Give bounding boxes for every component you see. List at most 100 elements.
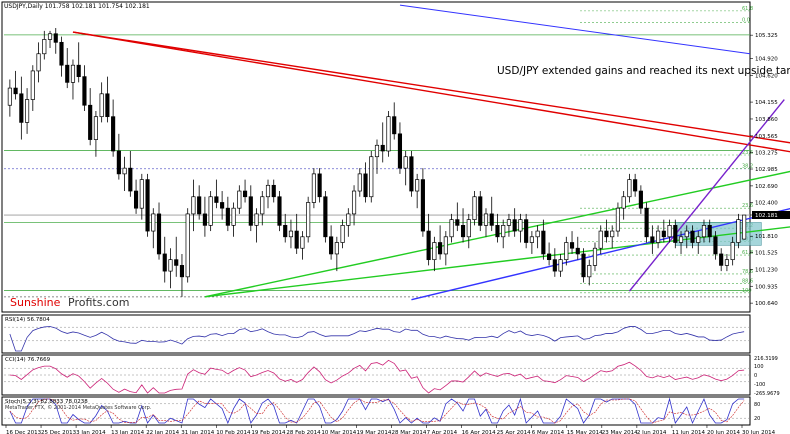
candle: [311, 168, 316, 209]
candle: [615, 202, 621, 237]
candle: [306, 196, 311, 243]
candle: [426, 213, 431, 266]
x-tick-label: 10 Feb 2014: [216, 430, 251, 434]
candle: [237, 185, 242, 214]
candle: [449, 213, 454, 243]
candle: [736, 213, 741, 249]
x-tick-label: 23 May 2014: [602, 430, 638, 434]
candle: [673, 219, 678, 249]
candle: [489, 196, 494, 232]
candle: [690, 225, 695, 249]
resistance-line: [72, 31, 790, 153]
candle: [317, 168, 322, 203]
candle: [82, 65, 87, 111]
x-tick-label: 31 Jan 2014: [181, 430, 214, 434]
candle: [678, 231, 684, 254]
x-tick-label: 25 Dec 2013: [41, 430, 77, 434]
candle: [99, 82, 104, 123]
candle: [610, 225, 615, 249]
candle: [133, 179, 139, 214]
candle: [76, 42, 81, 83]
candle: [460, 208, 466, 243]
candle: [111, 99, 116, 157]
candle: [351, 185, 357, 226]
x-tick-label: 10 Mar 2014: [321, 430, 356, 434]
candle: [598, 225, 603, 254]
candle: [541, 219, 546, 260]
candle: [564, 236, 569, 266]
candle: [432, 236, 437, 272]
candle: [47, 30, 53, 49]
copyright-text: MetaTrader FTX, © 2001-2014 MetaQuotes S…: [5, 404, 152, 411]
trend-line: [628, 99, 785, 292]
x-tick-label: 16 Dec 2013: [6, 430, 42, 434]
candle: [13, 70, 18, 100]
price-tick-label: 102.985: [755, 167, 778, 173]
candle: [587, 259, 592, 286]
x-tick-label: 20 Jun 2014: [707, 430, 741, 434]
candle: [707, 219, 712, 243]
candle: [65, 48, 70, 89]
x-tick-label: 25 Apr 2014: [497, 430, 532, 434]
watermark-sunshine: Sunshine: [10, 296, 61, 309]
candle: [713, 231, 718, 260]
candle: [25, 88, 30, 134]
price-tick-label: 105.325: [755, 33, 778, 39]
candle: [667, 219, 672, 243]
candle: [633, 173, 638, 197]
candle: [197, 185, 202, 220]
x-tick-label: 3 Jan 2014: [76, 430, 106, 434]
candle: [701, 219, 707, 243]
x-tick-label: 13 Jan 2014: [111, 430, 144, 434]
price-tick-label: 102.400: [755, 200, 778, 206]
candle: [116, 133, 121, 180]
fib-label: 61.8: [742, 250, 753, 256]
candle: [208, 191, 213, 232]
watermark-profits: Profits.com: [68, 296, 129, 309]
fib-label: 78.6: [742, 269, 753, 275]
price-tick-label: 100.935: [755, 284, 778, 290]
candle: [151, 208, 156, 249]
price-tick-label: 104.155: [755, 100, 778, 106]
candle: [478, 191, 483, 232]
candle: [323, 191, 328, 243]
candle: [231, 202, 236, 237]
candle: [369, 150, 374, 203]
price-tick-label: 103.565: [755, 134, 778, 140]
current-price-marker: [752, 210, 790, 219]
candle: [558, 253, 563, 277]
candle: [162, 236, 167, 283]
price-tick-label: 100.640: [755, 301, 778, 307]
candle: [397, 122, 403, 174]
candle: [214, 179, 219, 209]
x-tick-label: 2 Jun 2014: [637, 430, 667, 434]
candle: [592, 242, 598, 272]
candle: [93, 110, 98, 157]
x-tick-label: 16 Apr 2014: [462, 430, 497, 434]
candle: [684, 225, 689, 249]
stoch-tick-label: 20: [754, 416, 760, 422]
candle: [569, 231, 575, 254]
candle: [535, 225, 540, 249]
support-line: [204, 226, 790, 298]
candle: [128, 150, 133, 197]
candle: [466, 213, 471, 249]
candle: [36, 42, 41, 83]
main-panel: [1, 1, 751, 313]
candle: [501, 219, 506, 249]
candle: [512, 208, 517, 237]
fib-label: 0.0: [742, 17, 750, 23]
price-tick-label: 104.620: [755, 73, 778, 79]
x-tick-label: 11 Jun 2014: [672, 430, 706, 434]
candle: [145, 173, 150, 237]
candle: [334, 236, 339, 272]
candle: [271, 179, 276, 203]
x-tick-label: 6 May 2014: [532, 430, 565, 434]
candle: [300, 231, 305, 260]
resistance-line: [72, 31, 790, 144]
candle: [506, 213, 512, 237]
cci-tick-label: 216.3199: [754, 356, 778, 362]
candle: [30, 65, 35, 111]
x-tick-label: 15 May 2014: [567, 430, 603, 434]
